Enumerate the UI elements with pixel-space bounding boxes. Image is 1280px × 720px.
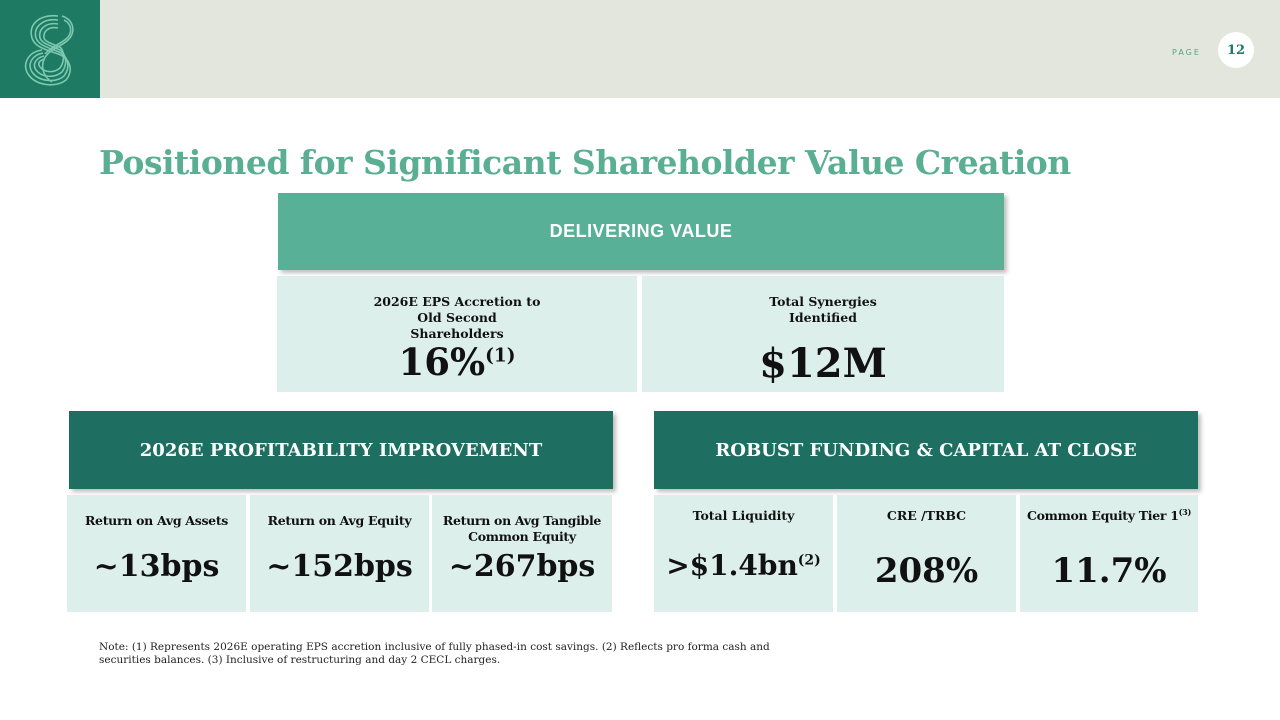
- cet1-label: Common Equity Tier 1(3): [1026, 506, 1192, 523]
- delivering-value-header: DELIVERING VALUE: [278, 193, 1004, 270]
- eps-accretion-label: 2026E EPS Accretion to Old Second Shareh…: [373, 294, 541, 341]
- roae-card: Return on Avg Equity ~152bps: [250, 495, 429, 612]
- liquidity-card: Total Liquidity >$1.4bn(2): [654, 495, 833, 612]
- interlocking-loops-logo-icon: [24, 14, 74, 86]
- rotce-label: Return on Avg Tangible Common Equity: [442, 513, 602, 544]
- roaa-label: Return on Avg Assets: [84, 513, 229, 528]
- roaa-value: ~13bps: [93, 549, 220, 584]
- cre-trbc-value: 208%: [874, 551, 979, 591]
- synergies-card: Total Synergies Identified $12M: [642, 276, 1004, 392]
- synergies-label: Total Synergies Identified: [769, 294, 877, 325]
- rotce-value: ~267bps: [448, 549, 596, 584]
- page-title: Positioned for Significant Shareholder V…: [99, 143, 1071, 182]
- footnote-text: Note: (1) Represents 2026E operating EPS…: [99, 641, 770, 666]
- rotce-card: Return on Avg Tangible Common Equity ~26…: [432, 495, 612, 612]
- roae-label: Return on Avg Equity: [267, 513, 412, 528]
- eps-accretion-card: 2026E EPS Accretion to Old Second Shareh…: [277, 276, 637, 392]
- cet1-footnote: (3): [1178, 506, 1192, 517]
- roae-value: ~152bps: [266, 549, 413, 584]
- page-label: PAGE: [1172, 48, 1201, 57]
- liquidity-footnote: (2): [797, 552, 821, 569]
- top-bar: [0, 0, 1280, 98]
- eps-accretion-footnote: (1): [485, 345, 516, 367]
- page-number-badge: 12: [1218, 32, 1254, 68]
- synergies-value: $12M: [759, 340, 887, 387]
- liquidity-value: >$1.4bn(2): [666, 549, 821, 582]
- cre-trbc-label: CRE /TRBC: [886, 508, 967, 523]
- cet1-value: 11.7%: [1051, 551, 1167, 591]
- cet1-card: Common Equity Tier 1(3) 11.7%: [1020, 495, 1198, 612]
- logo: [0, 0, 100, 98]
- liquidity-label: Total Liquidity: [692, 508, 795, 523]
- funding-header: ROBUST FUNDING & CAPITAL AT CLOSE: [654, 411, 1198, 489]
- eps-accretion-value: 16%(1): [398, 340, 516, 384]
- roaa-card: Return on Avg Assets ~13bps: [67, 495, 246, 612]
- profitability-header: 2026E PROFITABILITY IMPROVEMENT: [69, 411, 613, 489]
- cre-trbc-card: CRE /TRBC 208%: [837, 495, 1016, 612]
